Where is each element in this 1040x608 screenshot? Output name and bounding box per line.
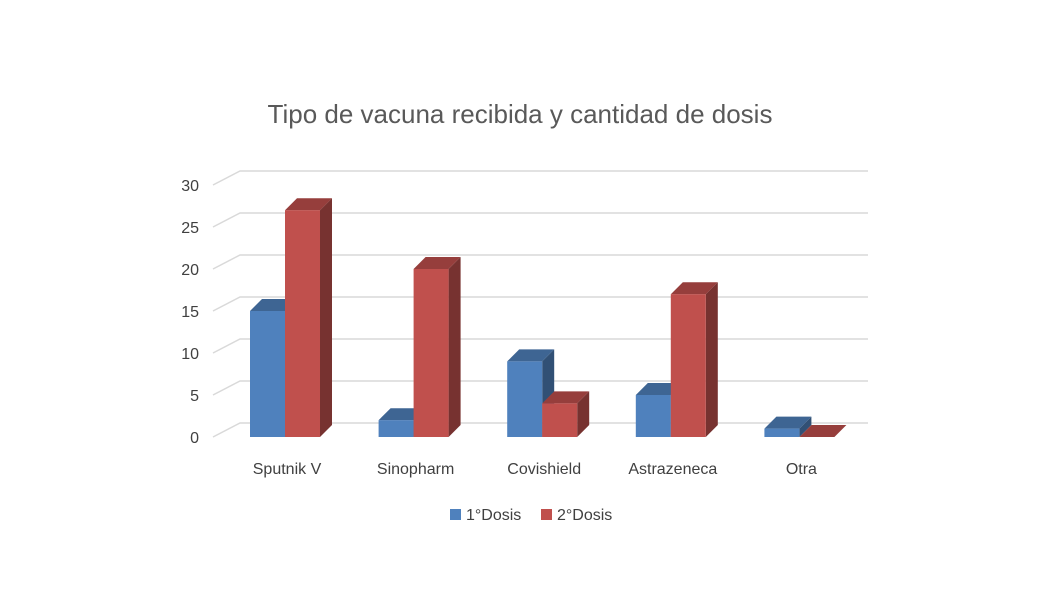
gridline xyxy=(212,380,868,396)
y-axis-ticks: 0 5 10 15 20 25 30 xyxy=(181,178,199,447)
gridline xyxy=(212,212,868,228)
legend-item: 1°Dosis xyxy=(450,507,521,524)
y-tick-label: 0 xyxy=(190,430,199,447)
bar-2Dosis-astrazeneca xyxy=(670,282,718,437)
bar-2Dosis-otra xyxy=(799,425,847,437)
bar-2Dosis-sputnik-v xyxy=(285,198,332,437)
y-tick-label: 25 xyxy=(181,220,199,237)
y-tick-label: 20 xyxy=(181,262,199,279)
gridline xyxy=(212,170,868,186)
y-tick-label: 15 xyxy=(181,304,199,321)
gridline xyxy=(212,296,868,312)
legend-swatch xyxy=(450,509,461,520)
chart-title: Tipo de vacuna recibida y cantidad de do… xyxy=(268,99,773,129)
x-axis-categories: Sputnik V Sinopharm Covishield Astrazeneca O… xyxy=(253,461,817,478)
legend-label: 2°Dosis xyxy=(557,507,612,524)
gridline xyxy=(212,338,868,354)
y-tick-label: 5 xyxy=(190,388,199,405)
bar-1Dosis-covishield xyxy=(507,349,555,437)
bar-2Dosis-covishield xyxy=(542,391,590,437)
bar-1Dosis-otra xyxy=(764,416,812,437)
y-tick-label: 10 xyxy=(181,346,199,363)
x-category-label: Otra xyxy=(786,461,817,478)
legend-label: 1°Dosis xyxy=(466,507,521,524)
gridlines xyxy=(212,170,868,438)
x-category-label: Sinopharm xyxy=(377,461,454,478)
legend-item: 2°Dosis xyxy=(541,507,612,524)
bar-2Dosis-sinopharm xyxy=(413,257,461,437)
legend: 1°Dosis 2°Dosis xyxy=(450,507,612,524)
y-tick-label: 30 xyxy=(181,178,199,195)
x-category-label: Sputnik V xyxy=(253,461,322,478)
x-category-label: Astrazeneca xyxy=(628,461,717,478)
x-category-label: Covishield xyxy=(507,461,581,478)
legend-swatch xyxy=(541,509,552,520)
gridline xyxy=(212,254,868,270)
bars xyxy=(250,198,847,437)
